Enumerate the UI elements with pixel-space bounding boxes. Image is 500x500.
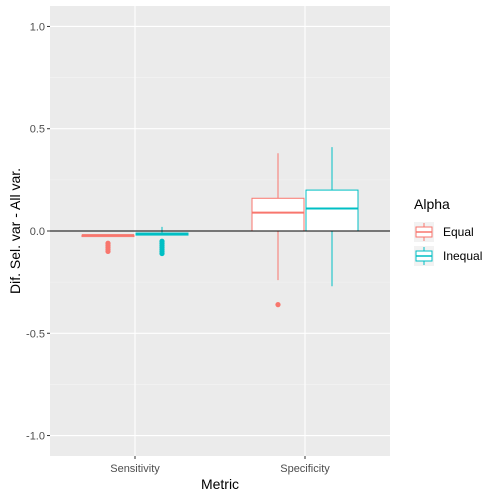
legend-key-inequal (414, 246, 434, 266)
legend: Alpha Equal Inequal (414, 196, 482, 266)
grid-minor (50, 77, 390, 385)
legend-label-equal: Equal (443, 225, 474, 239)
outlier-point (275, 302, 281, 308)
box-equal-specificity (251, 153, 305, 308)
y-axis-ticks: -1.0 -0.5 0.0 0.5 1.0 (26, 21, 50, 443)
legend-title: Alpha (414, 196, 450, 212)
y-tick-label: 1.0 (30, 21, 45, 33)
box-inequal-specificity (305, 147, 359, 287)
y-tick-label: 0.0 (30, 226, 45, 238)
box-layer (81, 147, 359, 308)
box-rect (251, 197, 305, 232)
x-axis-ticks: Sensitivity Specificity (110, 456, 330, 475)
box-inequal-sensitivity (135, 226, 189, 257)
y-tick-label: -0.5 (26, 328, 45, 340)
legend-key-equal (414, 222, 434, 242)
x-axis-title: Metric (201, 476, 239, 492)
x-tick-label: Sensitivity (110, 463, 160, 475)
y-tick-label: 0.5 (30, 124, 45, 136)
x-tick-label: Specificity (280, 463, 330, 475)
outlier-point (159, 250, 165, 257)
outlier-point (105, 248, 111, 255)
legend-label-inequal: Inequal (443, 249, 482, 263)
y-tick-label: -1.0 (26, 431, 45, 443)
y-axis-title: Dif. Sel. var - All var. (7, 168, 23, 294)
box-rect (305, 189, 359, 232)
box-equal-sensitivity (81, 234, 135, 255)
